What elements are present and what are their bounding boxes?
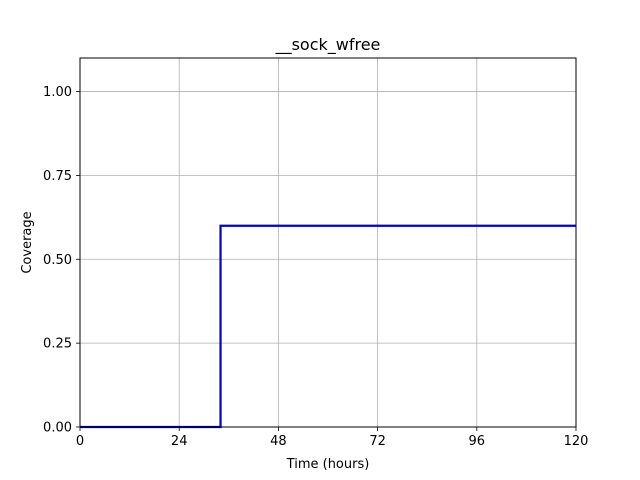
chart-title: __sock_wfree bbox=[275, 35, 381, 55]
y-tick-label: 0.50 bbox=[43, 253, 72, 268]
x-tick-label: 24 bbox=[171, 434, 188, 449]
y-axis-label: Coverage bbox=[20, 211, 35, 273]
x-axis: 0 24 48 72 96 120 bbox=[76, 427, 589, 449]
x-tick-label: 72 bbox=[369, 434, 386, 449]
y-tick-label: 0.75 bbox=[43, 169, 72, 184]
y-tick-label: 0.00 bbox=[43, 421, 72, 436]
y-axis: 0.00 0.25 0.50 0.75 1.00 bbox=[43, 85, 80, 436]
plot-area-background bbox=[80, 58, 576, 427]
x-tick-label: 96 bbox=[469, 434, 486, 449]
x-axis-label: Time (hours) bbox=[286, 457, 370, 472]
y-tick-label: 0.25 bbox=[43, 337, 72, 352]
plot-frame bbox=[79, 57, 577, 428]
grid-lines bbox=[79, 58, 577, 428]
y-tick-label: 1.00 bbox=[43, 85, 72, 100]
x-tick-label: 0 bbox=[76, 434, 84, 449]
x-tick-label: 48 bbox=[270, 434, 287, 449]
x-tick-label: 120 bbox=[564, 434, 589, 449]
